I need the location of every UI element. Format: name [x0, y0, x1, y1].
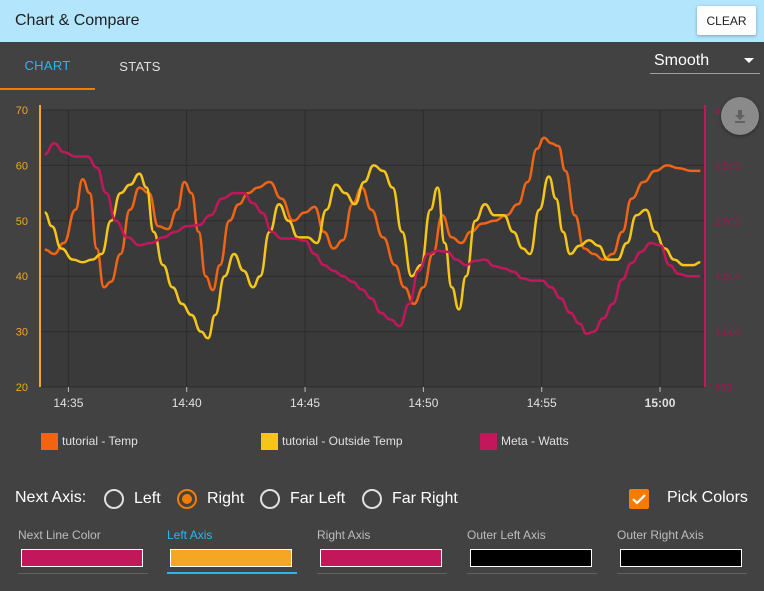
- right-tick-label: 1,500: [715, 272, 740, 283]
- download-button[interactable]: [721, 97, 759, 135]
- color-swatch[interactable]: [320, 549, 442, 567]
- legend-label: tutorial - Temp: [62, 434, 138, 448]
- radio-circle: [177, 489, 197, 509]
- pick-colors-label: Pick Colors: [667, 489, 748, 506]
- legend-item-watts[interactable]: Meta - Watts: [480, 432, 569, 450]
- right-tick-label: 1,000: [715, 328, 740, 339]
- app-header: Chart & Compare CLEAR: [0, 0, 764, 42]
- series-line-0: [44, 136, 701, 306]
- radio-circle: [260, 489, 280, 509]
- field-label: Left Axis: [167, 528, 213, 542]
- x-tick-label: 14:45: [290, 396, 320, 410]
- outer-right-axis-color-field[interactable]: Outer Right Axis: [617, 526, 747, 574]
- legend-label: tutorial - Outside Temp: [282, 434, 403, 448]
- download-icon: [735, 110, 745, 123]
- color-swatch[interactable]: [21, 549, 143, 567]
- field-label: Outer Right Axis: [617, 528, 704, 542]
- smoothing-select[interactable]: Smooth: [650, 46, 760, 74]
- x-tick-label: 14:50: [408, 396, 438, 410]
- series-line-1: [44, 164, 701, 340]
- x-tick-label: 14:40: [172, 396, 202, 410]
- dropdown-arrow-icon: [744, 58, 754, 63]
- radio-label: Right: [207, 490, 245, 507]
- left-axis-color-field[interactable]: Left Axis: [167, 526, 297, 574]
- line-chart[interactable]: 14:35 14:40 14:45 14:50 14:55 15:00 70 60 50 40 30…: [0, 95, 764, 415]
- x-tick-label: 14:55: [527, 396, 557, 410]
- field-label: Outer Left Axis: [467, 528, 546, 542]
- color-swatch[interactable]: [470, 549, 592, 567]
- smoothing-value: Smooth: [654, 52, 710, 69]
- radio-right[interactable]: Right: [177, 488, 244, 510]
- field-underline: [467, 573, 597, 574]
- left-tick-label: 30: [16, 327, 28, 339]
- radio-label: Left: [134, 490, 161, 507]
- right-tick-label: 500: [715, 383, 732, 394]
- next-line-color-field[interactable]: Next Line Color: [18, 526, 148, 574]
- page-title: Chart & Compare: [15, 12, 140, 29]
- left-tick-label: 60: [16, 160, 28, 172]
- radio-circle: [362, 489, 382, 509]
- legend-item-outside-temp[interactable]: tutorial - Outside Temp: [261, 432, 403, 450]
- legend-item-temp[interactable]: tutorial - Temp: [41, 432, 138, 450]
- checkmark-icon: [632, 494, 646, 505]
- right-axis-color-field[interactable]: Right Axis: [317, 526, 447, 574]
- series-line-2: [44, 141, 701, 336]
- field-underline: [317, 573, 447, 574]
- right-tick-label: 2,000: [715, 217, 740, 228]
- tab-chart[interactable]: CHART: [0, 42, 95, 90]
- left-tick-label: 50: [16, 216, 28, 228]
- field-underline: [18, 573, 148, 574]
- clear-button[interactable]: CLEAR: [697, 6, 756, 35]
- plot-area: [40, 110, 705, 387]
- legend-swatch: [480, 432, 497, 450]
- left-tick-label: 70: [16, 105, 28, 117]
- field-underline: [617, 573, 747, 574]
- x-tick-label: 15:00: [645, 396, 676, 410]
- right-tick-label: 2,500: [715, 161, 740, 172]
- radio-far-left[interactable]: Far Left: [260, 488, 345, 510]
- color-swatch[interactable]: [170, 549, 292, 567]
- radio-far-right[interactable]: Far Right: [362, 488, 458, 510]
- legend-swatch: [261, 432, 278, 450]
- outer-left-axis-color-field[interactable]: Outer Left Axis: [467, 526, 597, 574]
- field-label: Right Axis: [317, 528, 371, 542]
- radio-left[interactable]: Left: [104, 488, 161, 510]
- field-underline: [167, 572, 297, 574]
- color-swatch[interactable]: [620, 549, 742, 567]
- radio-circle: [104, 489, 124, 509]
- pick-colors-checkbox[interactable]: [629, 489, 649, 509]
- next-axis-label: Next Axis:: [15, 489, 87, 506]
- legend-label: Meta - Watts: [501, 434, 569, 448]
- field-label: Next Line Color: [18, 528, 101, 542]
- x-tick-label: 14:35: [53, 396, 83, 410]
- left-tick-label: 40: [16, 271, 28, 283]
- legend-swatch: [41, 432, 58, 450]
- radio-label: Far Left: [290, 490, 346, 507]
- tab-stats[interactable]: STATS: [119, 58, 161, 74]
- radio-label: Far Right: [392, 490, 458, 507]
- left-tick-label: 20: [16, 382, 28, 394]
